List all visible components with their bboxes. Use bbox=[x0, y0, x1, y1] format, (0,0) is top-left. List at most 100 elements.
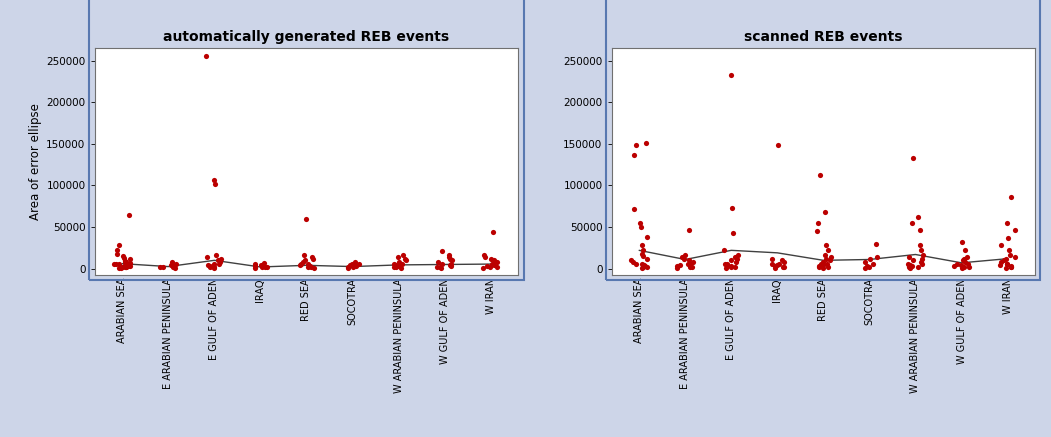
Point bbox=[117, 264, 133, 271]
Point bbox=[680, 260, 697, 267]
Point bbox=[247, 263, 264, 270]
Point bbox=[949, 260, 966, 267]
Point bbox=[485, 229, 501, 236]
Point bbox=[199, 253, 215, 260]
Point bbox=[638, 264, 655, 271]
Point bbox=[819, 261, 836, 268]
Point bbox=[815, 259, 831, 266]
Point bbox=[393, 264, 410, 271]
Point bbox=[909, 214, 926, 221]
Point bbox=[115, 253, 131, 260]
Point bbox=[297, 215, 314, 222]
Point bbox=[767, 263, 784, 270]
Point bbox=[685, 259, 702, 266]
Point bbox=[304, 253, 321, 260]
Point bbox=[488, 259, 504, 266]
Point bbox=[386, 260, 403, 267]
Point bbox=[440, 253, 457, 260]
Point bbox=[625, 151, 642, 158]
Point bbox=[992, 242, 1009, 249]
Point bbox=[909, 264, 926, 271]
Point bbox=[122, 256, 139, 263]
Point bbox=[955, 264, 972, 271]
Point bbox=[911, 226, 928, 233]
Point bbox=[955, 255, 972, 262]
Point bbox=[442, 255, 459, 262]
Point bbox=[433, 261, 450, 268]
Point bbox=[992, 259, 1009, 266]
Point bbox=[954, 257, 971, 264]
Point bbox=[912, 242, 929, 249]
Point bbox=[776, 264, 792, 271]
Point bbox=[815, 262, 831, 269]
Point bbox=[901, 264, 918, 271]
Point bbox=[351, 260, 368, 267]
Point bbox=[207, 252, 224, 259]
Point bbox=[481, 264, 498, 271]
Title: scanned REB events: scanned REB events bbox=[744, 30, 903, 44]
Point bbox=[868, 240, 885, 247]
Point bbox=[865, 261, 882, 268]
Point bbox=[116, 254, 132, 261]
Point bbox=[483, 261, 500, 268]
Point bbox=[475, 251, 492, 258]
Point bbox=[812, 260, 829, 267]
Point bbox=[296, 257, 313, 264]
Point bbox=[429, 264, 446, 271]
Point bbox=[904, 257, 921, 264]
Point bbox=[256, 263, 273, 270]
Point bbox=[1000, 234, 1016, 241]
Point bbox=[634, 261, 651, 268]
Point bbox=[818, 255, 834, 262]
Point bbox=[386, 264, 403, 271]
Point bbox=[1003, 264, 1019, 271]
Point bbox=[202, 263, 219, 270]
Point bbox=[723, 257, 740, 264]
Point bbox=[440, 251, 457, 258]
Point bbox=[296, 251, 313, 258]
Point bbox=[953, 264, 970, 271]
Point bbox=[165, 264, 182, 271]
Point bbox=[632, 219, 648, 226]
Point bbox=[956, 259, 973, 266]
Point bbox=[119, 262, 136, 269]
Point bbox=[206, 180, 223, 187]
Point bbox=[485, 260, 501, 267]
Point bbox=[433, 264, 450, 271]
Point bbox=[206, 260, 223, 267]
Point bbox=[344, 264, 360, 271]
Point bbox=[716, 247, 733, 254]
Point bbox=[390, 263, 407, 270]
Point bbox=[812, 171, 829, 178]
Point bbox=[1003, 264, 1019, 271]
Point bbox=[388, 264, 405, 271]
Point bbox=[305, 255, 322, 262]
Point bbox=[991, 262, 1008, 269]
Point bbox=[726, 253, 743, 260]
Point bbox=[347, 259, 364, 266]
Point bbox=[904, 263, 921, 270]
Point bbox=[118, 259, 135, 266]
Point bbox=[668, 263, 685, 270]
Point bbox=[1002, 251, 1018, 258]
Point bbox=[722, 264, 739, 271]
Point bbox=[723, 71, 740, 78]
Point bbox=[211, 261, 228, 268]
Point bbox=[202, 264, 219, 271]
Point bbox=[106, 260, 123, 267]
Point bbox=[622, 257, 639, 264]
Point bbox=[945, 263, 962, 270]
Point bbox=[997, 255, 1014, 262]
Point bbox=[716, 260, 733, 267]
Point bbox=[120, 262, 137, 269]
Point bbox=[913, 247, 930, 254]
Point bbox=[728, 255, 745, 262]
Point bbox=[474, 264, 491, 271]
Point bbox=[960, 253, 976, 260]
Point bbox=[205, 264, 222, 271]
Point bbox=[112, 264, 129, 271]
Point bbox=[198, 52, 214, 59]
Point bbox=[292, 262, 309, 269]
Point bbox=[117, 261, 133, 268]
Point bbox=[397, 257, 414, 264]
